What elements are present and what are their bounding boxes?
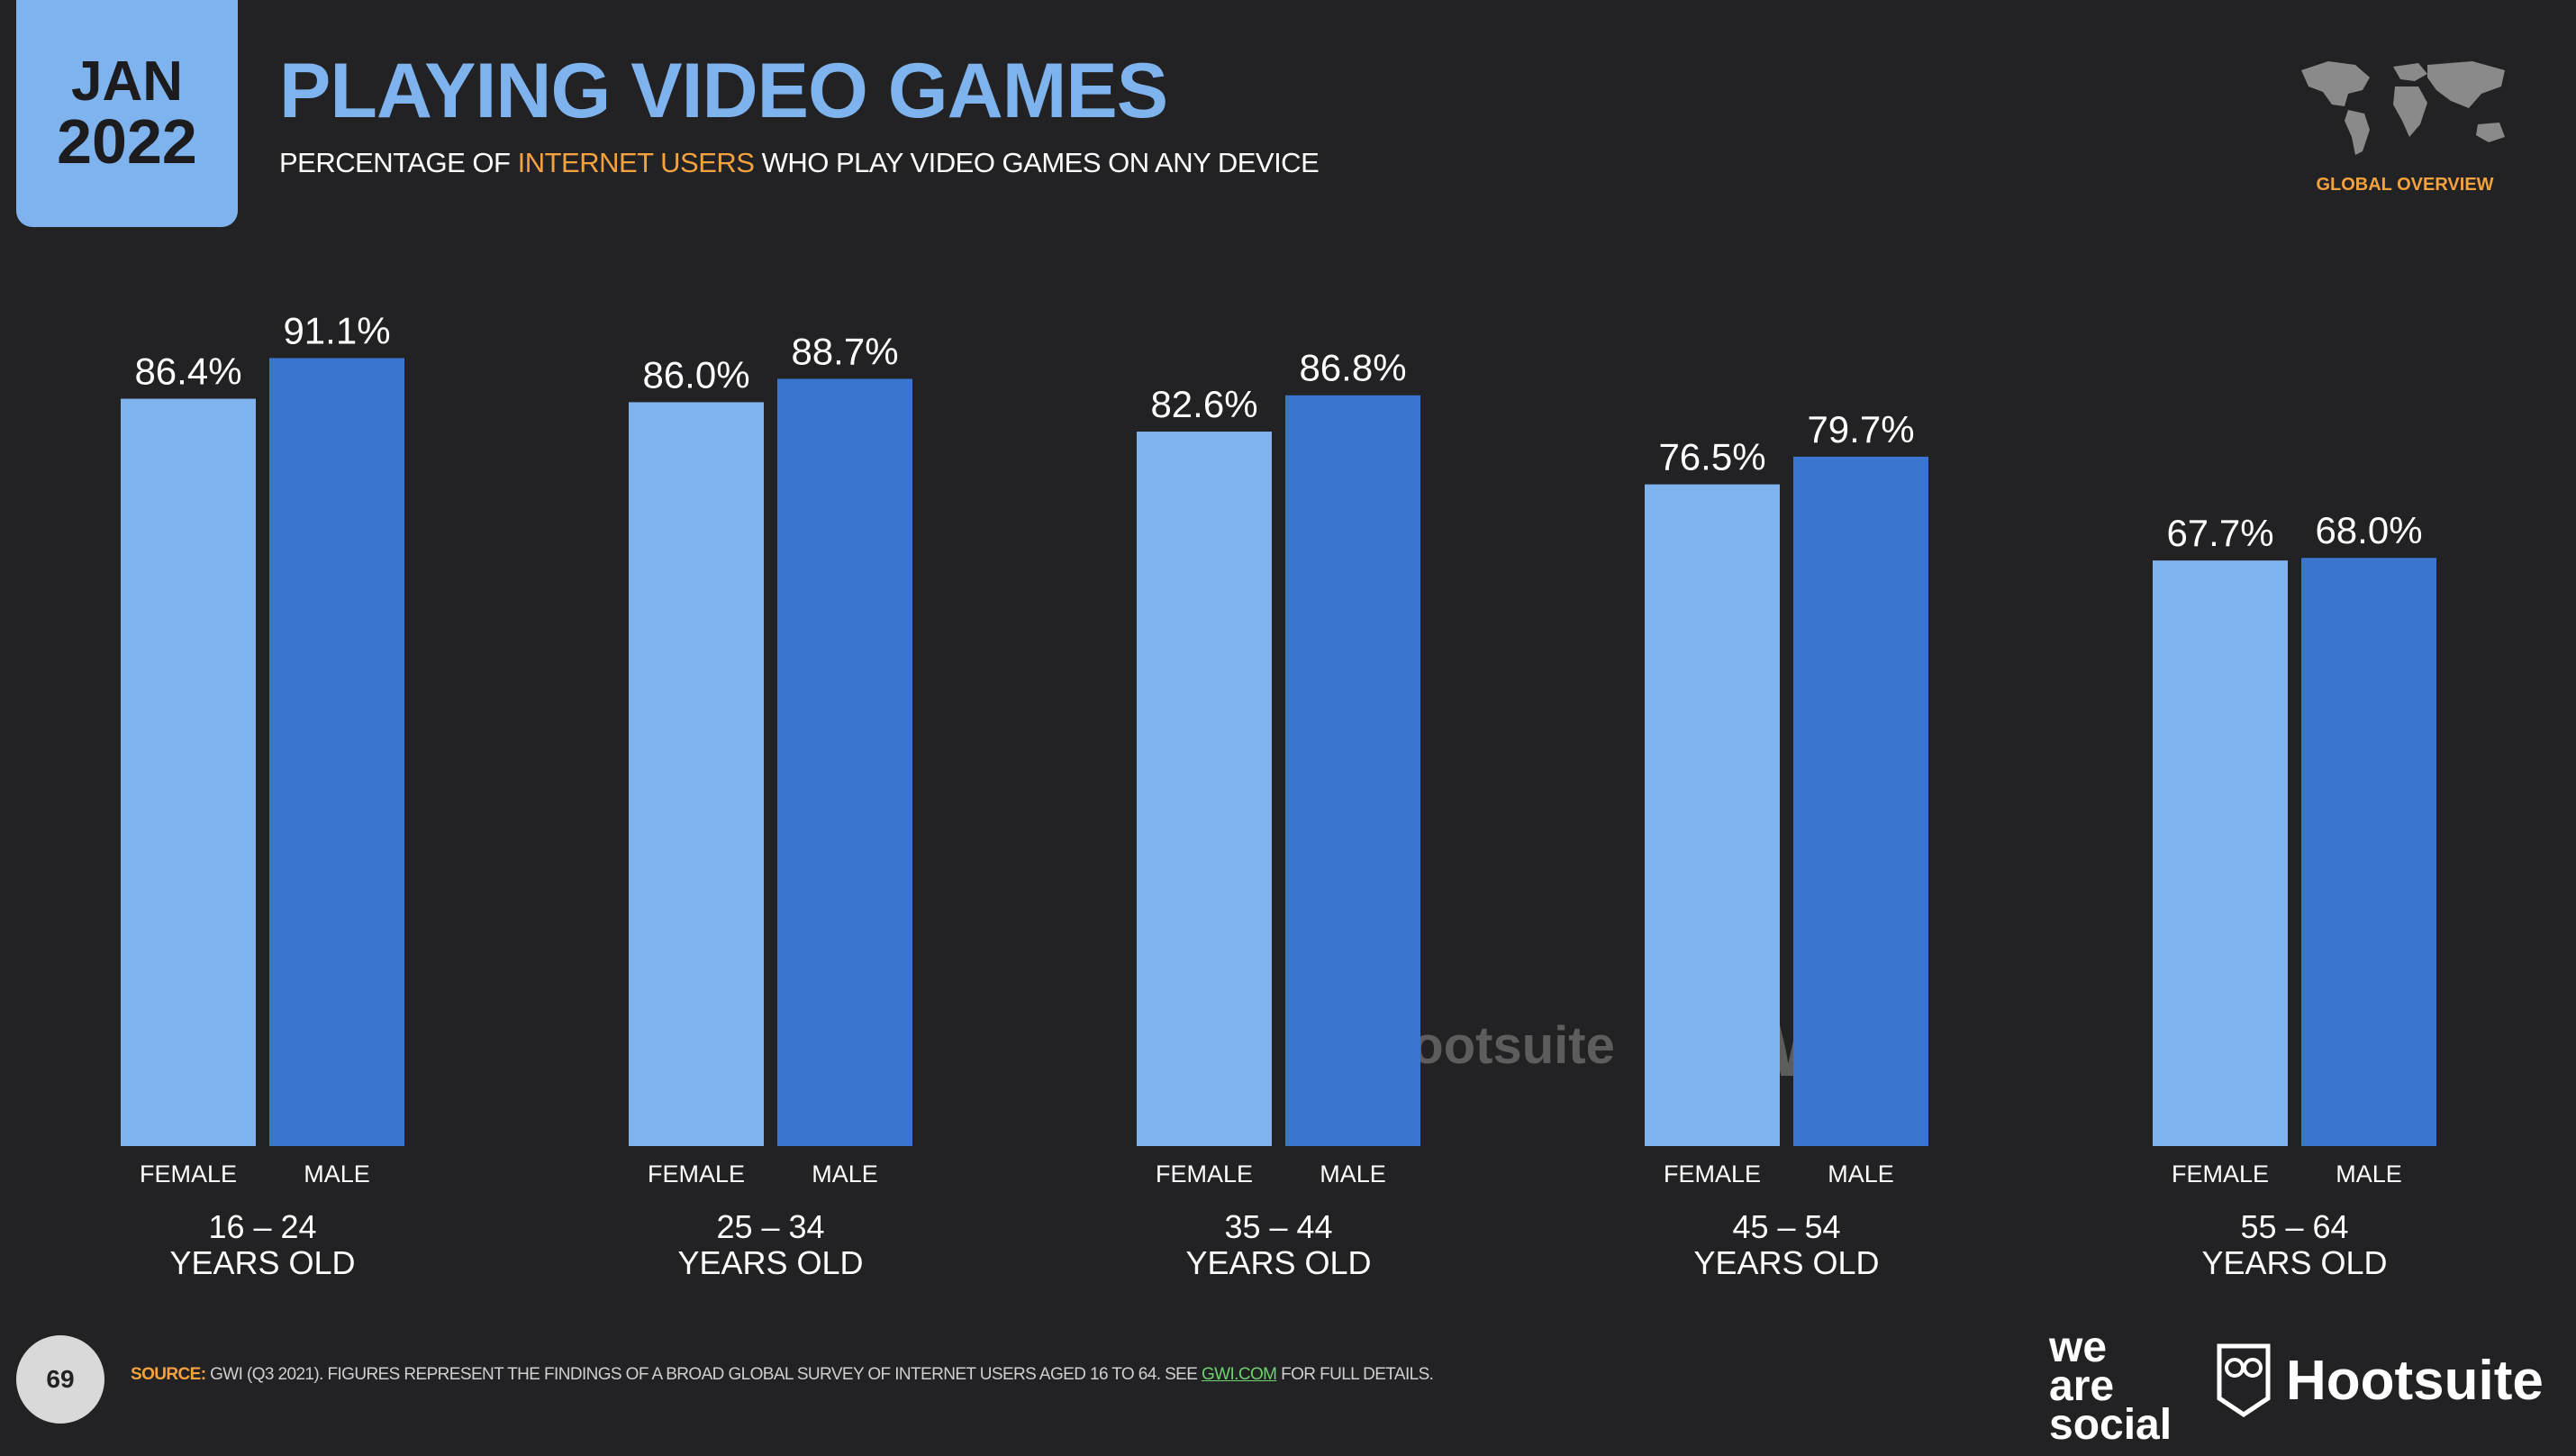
data-label: 91.1% [283, 309, 390, 351]
category-suffix: YEARS OLD [169, 1244, 355, 1281]
subtitle-post: WHO PLAY VIDEO GAMES ON ANY DEVICE [761, 147, 1320, 178]
category-label: 35 – 44 [1224, 1208, 1332, 1245]
data-label: 86.4% [134, 350, 241, 393]
date-month: JAN [70, 50, 184, 113]
category-label: 16 – 24 [208, 1208, 316, 1245]
bar-male-2 [1285, 395, 1420, 1147]
data-label: 88.7% [791, 330, 898, 372]
data-label: 76.5% [1658, 436, 1765, 478]
bar-male-4 [2301, 558, 2436, 1146]
logo-social: social [2049, 1401, 2172, 1450]
series-label: FEMALE [648, 1160, 745, 1188]
page-number: 69 [16, 1335, 104, 1424]
category-label: 25 – 34 [716, 1208, 824, 1245]
data-label: 67.7% [2166, 512, 2273, 554]
data-label: 68.0% [2315, 509, 2422, 551]
date-year: 2022 [57, 105, 197, 177]
category-suffix: YEARS OLD [2201, 1244, 2387, 1281]
series-label: MALE [1320, 1160, 1386, 1188]
page-title: PLAYING VIDEO GAMES [279, 48, 1168, 134]
global-overview-badge: GLOBAL OVERVIEW [2288, 54, 2522, 196]
data-label: 86.8% [1299, 347, 1406, 389]
bar-female-2 [1137, 432, 1272, 1146]
series-label: FEMALE [1664, 1160, 1761, 1188]
series-label: MALE [304, 1160, 370, 1188]
world-map-icon [2301, 61, 2505, 155]
source-label: SOURCE: [131, 1365, 206, 1384]
source-note: SOURCE: GWI (Q3 2021). FIGURES REPRESENT… [131, 1365, 1434, 1385]
category-suffix: YEARS OLD [677, 1244, 863, 1281]
data-label: 86.0% [642, 353, 749, 396]
bar-male-1 [777, 378, 912, 1147]
bar-female-0 [121, 398, 256, 1146]
data-label: 79.7% [1807, 408, 1914, 450]
series-label: MALE [1828, 1160, 1894, 1188]
date-badge: JAN 2022 [16, 0, 238, 227]
category-label: 55 – 64 [2240, 1208, 2348, 1245]
bar-female-3 [1645, 484, 1780, 1146]
category-suffix: YEARS OLD [1693, 1244, 1879, 1281]
series-label: FEMALE [140, 1160, 237, 1188]
page-subtitle: PERCENTAGE OF INTERNET USERS WHO PLAY VI… [279, 147, 1320, 179]
series-label: FEMALE [2172, 1160, 2269, 1188]
global-overview-label: GLOBAL OVERVIEW [2316, 175, 2494, 195]
series-label: MALE [812, 1160, 878, 1188]
logo-are: are [2049, 1362, 2115, 1411]
bar-female-4 [2153, 560, 2288, 1146]
hootsuite-logo: Hootsuite [2216, 1342, 2544, 1418]
bar-female-1 [629, 402, 764, 1146]
subtitle-pre: PERCENTAGE OF [279, 147, 511, 178]
source-link[interactable]: GWI.COM [1201, 1365, 1277, 1384]
logo-hootsuite-name: Hootsuite [2286, 1349, 2544, 1412]
data-label: 82.6% [1150, 383, 1257, 425]
category-suffix: YEARS OLD [1185, 1244, 1371, 1281]
bar-male-0 [269, 358, 404, 1146]
series-label: MALE [2336, 1160, 2402, 1188]
source-text: GWI (Q3 2021). FIGURES REPRESENT THE FIN… [210, 1365, 1198, 1384]
subtitle-highlight: INTERNET USERS [517, 147, 755, 178]
series-label: FEMALE [1156, 1160, 1253, 1188]
owl-icon [2217, 1343, 2271, 1418]
logo-we: we [2049, 1324, 2108, 1371]
source-tail: FOR FULL DETAILS. [1281, 1365, 1434, 1384]
category-label: 45 – 54 [1732, 1208, 1840, 1245]
bar-male-3 [1793, 456, 1928, 1146]
we-are-social-logo: we are social [2049, 1324, 2172, 1450]
